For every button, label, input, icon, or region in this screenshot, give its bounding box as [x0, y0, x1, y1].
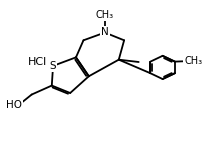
Text: CH₃: CH₃ [96, 10, 114, 20]
Text: HO: HO [6, 100, 22, 110]
Text: N: N [101, 27, 109, 37]
Text: HCl: HCl [28, 57, 47, 67]
Text: CH₃: CH₃ [184, 56, 202, 66]
Text: S: S [50, 61, 56, 71]
